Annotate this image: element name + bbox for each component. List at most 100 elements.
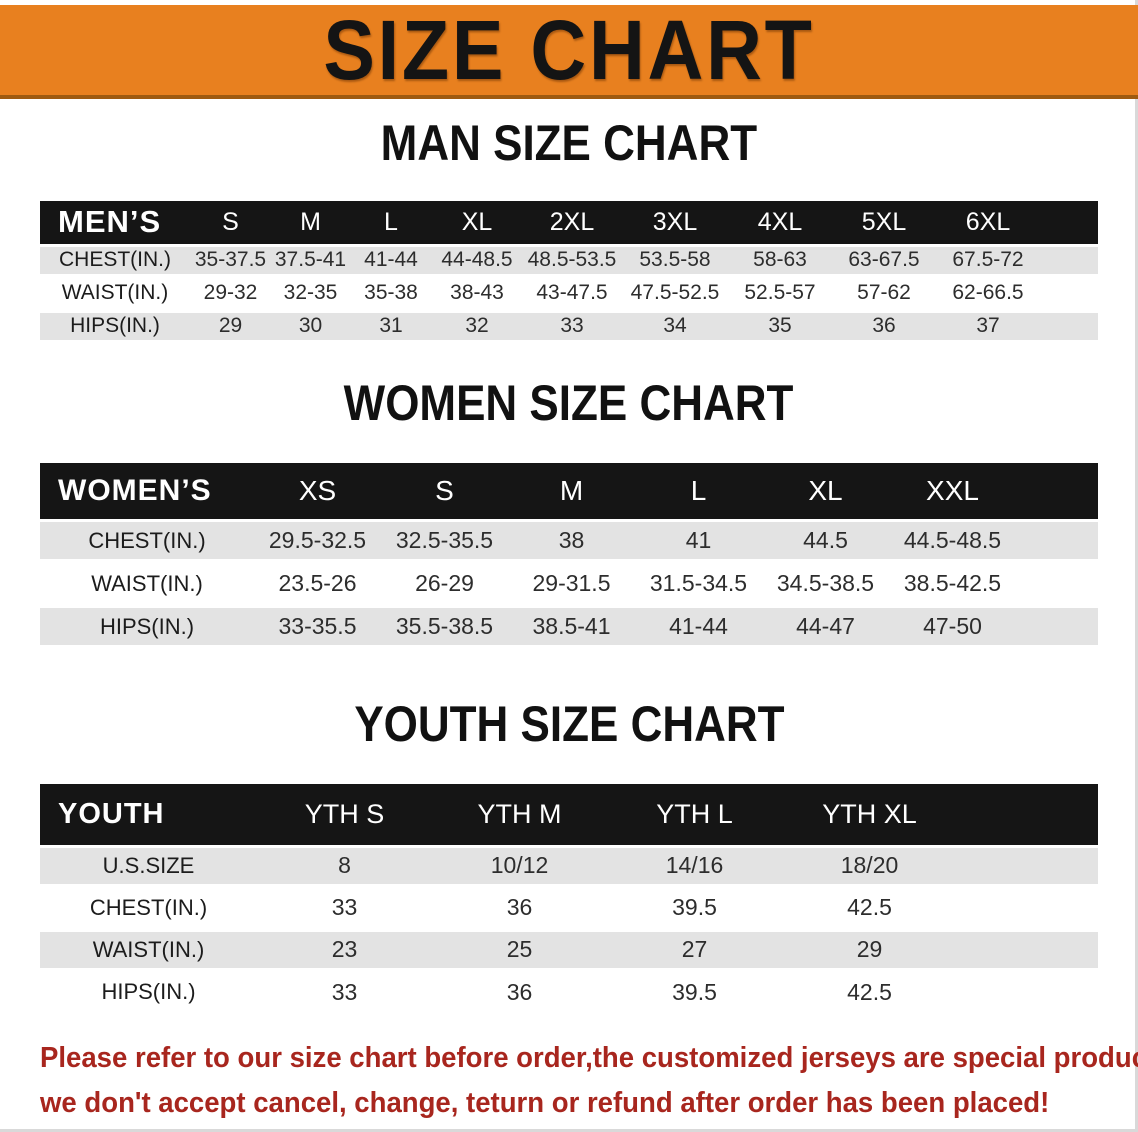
women-size-table: WOMEN’S XS S M L XL XXL CHEST(IN.) 29.5-32.5 32.…	[40, 462, 1098, 648]
column-header: XL	[432, 201, 522, 245]
table-row: WAIST(IN.) 23.5-26 26-29 29-31.5 31.5-34.5 34…	[40, 560, 1098, 607]
men-section-heading-text: MAN SIZE CHART	[380, 115, 758, 171]
cell-value: 23.5-26	[254, 560, 381, 607]
cell-value: 43-47.5	[522, 275, 622, 311]
cell-value: 31	[350, 309, 432, 343]
column-header: 6XL	[936, 201, 1040, 245]
cell-value: 35.5-38.5	[381, 605, 508, 648]
cell-value: 33-35.5	[254, 605, 381, 648]
cell-value: 25	[432, 928, 607, 971]
row-filler	[1040, 275, 1098, 311]
table-row: U.S.SIZE 8 10/12 14/16 18/20	[40, 844, 1098, 887]
page-title: SIZE CHART	[323, 2, 815, 97]
cell-value: 37	[936, 309, 1040, 343]
row-filler	[957, 928, 1098, 971]
row-filler	[957, 844, 1098, 887]
table-row: HIPS(IN.) 33 36 39.5 42.5	[40, 969, 1098, 1014]
row-label: CHEST(IN.)	[40, 243, 190, 277]
column-header: YTH XL	[782, 784, 957, 846]
cell-value: 44-47	[762, 605, 889, 648]
row-label: WAIST(IN.)	[40, 275, 190, 311]
table-row: CHEST(IN.) 33 36 39.5 42.5	[40, 885, 1098, 930]
cell-value: 52.5-57	[728, 275, 832, 311]
row-filler	[957, 885, 1098, 930]
column-header: 4XL	[728, 201, 832, 245]
cell-value: 53.5-58	[622, 243, 728, 277]
table-row: HIPS(IN.) 29 30 31 32 33 34 35 36 37	[40, 309, 1098, 343]
table-header-row: YOUTH YTH S YTH M YTH L YTH XL	[40, 784, 1098, 846]
cell-value: 8	[257, 844, 432, 887]
column-header: 3XL	[622, 201, 728, 245]
women-section-heading-text: WOMEN SIZE CHART	[344, 374, 794, 431]
cell-value: 41-44	[350, 243, 432, 277]
table-corner-label: MEN’S	[40, 201, 190, 245]
cell-value: 67.5-72	[936, 243, 1040, 277]
table-corner-label: WOMEN’S	[40, 462, 254, 521]
column-header: YTH S	[257, 784, 432, 846]
youth-section-heading-text: YOUTH SIZE CHART	[353, 696, 785, 752]
column-header: S	[381, 462, 508, 521]
column-header: M	[271, 201, 350, 245]
cell-value: 32	[432, 309, 522, 343]
cell-value: 33	[257, 969, 432, 1014]
row-filler	[1016, 519, 1098, 562]
cell-value: 44-48.5	[432, 243, 522, 277]
women-section: WOMEN SIZE CHART WOMEN’S XS S M L XL XXL CHEST…	[0, 377, 1138, 648]
row-label: WAIST(IN.)	[40, 560, 254, 607]
cell-value: 29.5-32.5	[254, 519, 381, 562]
cell-value: 29-32	[190, 275, 271, 311]
cell-value: 35-37.5	[190, 243, 271, 277]
row-label: HIPS(IN.)	[40, 309, 190, 343]
table-header-row: WOMEN’S XS S M L XL XXL	[40, 462, 1098, 521]
header-filler	[1040, 201, 1098, 245]
cell-value: 42.5	[782, 885, 957, 930]
cell-value: 14/16	[607, 844, 782, 887]
column-header: 2XL	[522, 201, 622, 245]
row-filler	[1040, 309, 1098, 343]
youth-section: YOUTH SIZE CHART YOUTH YTH S YTH M YTH L YTH…	[0, 698, 1138, 1014]
column-header: XL	[762, 462, 889, 521]
cell-value: 32-35	[271, 275, 350, 311]
cell-value: 26-29	[381, 560, 508, 607]
column-header: XS	[254, 462, 381, 521]
cell-value: 34	[622, 309, 728, 343]
row-filler	[1016, 605, 1098, 648]
row-filler	[957, 969, 1098, 1014]
title-banner: SIZE CHART	[0, 2, 1138, 99]
cell-value: 36	[432, 969, 607, 1014]
cell-value: 38-43	[432, 275, 522, 311]
cell-value: 47.5-52.5	[622, 275, 728, 311]
cell-value: 47-50	[889, 605, 1016, 648]
row-label: U.S.SIZE	[40, 844, 257, 887]
cell-value: 44.5-48.5	[889, 519, 1016, 562]
table-row: CHEST(IN.) 29.5-32.5 32.5-35.5 38 41 44.5 44.5…	[40, 519, 1098, 562]
column-header: M	[508, 462, 635, 521]
cell-value: 36	[432, 885, 607, 930]
women-section-heading: WOMEN SIZE CHART	[0, 377, 1138, 439]
youth-section-heading: YOUTH SIZE CHART	[0, 698, 1138, 760]
row-label: HIPS(IN.)	[40, 605, 254, 648]
youth-size-table: YOUTH YTH S YTH M YTH L YTH XL U.S.SIZE 8 10/1…	[40, 784, 1098, 1014]
table-row: CHEST(IN.) 35-37.5 37.5-41 41-44 44-48.5 48.5…	[40, 243, 1098, 277]
column-header: L	[350, 201, 432, 245]
cell-value: 35-38	[350, 275, 432, 311]
cell-value: 35	[728, 309, 832, 343]
cell-value: 62-66.5	[936, 275, 1040, 311]
men-section-heading: MAN SIZE CHART	[0, 117, 1138, 179]
cell-value: 38	[508, 519, 635, 562]
cell-value: 44.5	[762, 519, 889, 562]
cell-value: 63-67.5	[832, 243, 936, 277]
cell-value: 39.5	[607, 969, 782, 1014]
header-filler	[957, 784, 1098, 846]
men-section: MAN SIZE CHART MEN’S S M L XL 2XL 3XL 4XL 5XL 6XL…	[0, 117, 1138, 343]
cell-value: 38.5-41	[508, 605, 635, 648]
disclaimer-line-2: we don't accept cancel, change, teturn o…	[40, 1087, 1050, 1119]
column-header: 5XL	[832, 201, 936, 245]
cell-value: 48.5-53.5	[522, 243, 622, 277]
cell-value: 18/20	[782, 844, 957, 887]
header-filler	[1016, 462, 1098, 521]
cell-value: 36	[832, 309, 936, 343]
cell-value: 41	[635, 519, 762, 562]
column-header: YTH M	[432, 784, 607, 846]
